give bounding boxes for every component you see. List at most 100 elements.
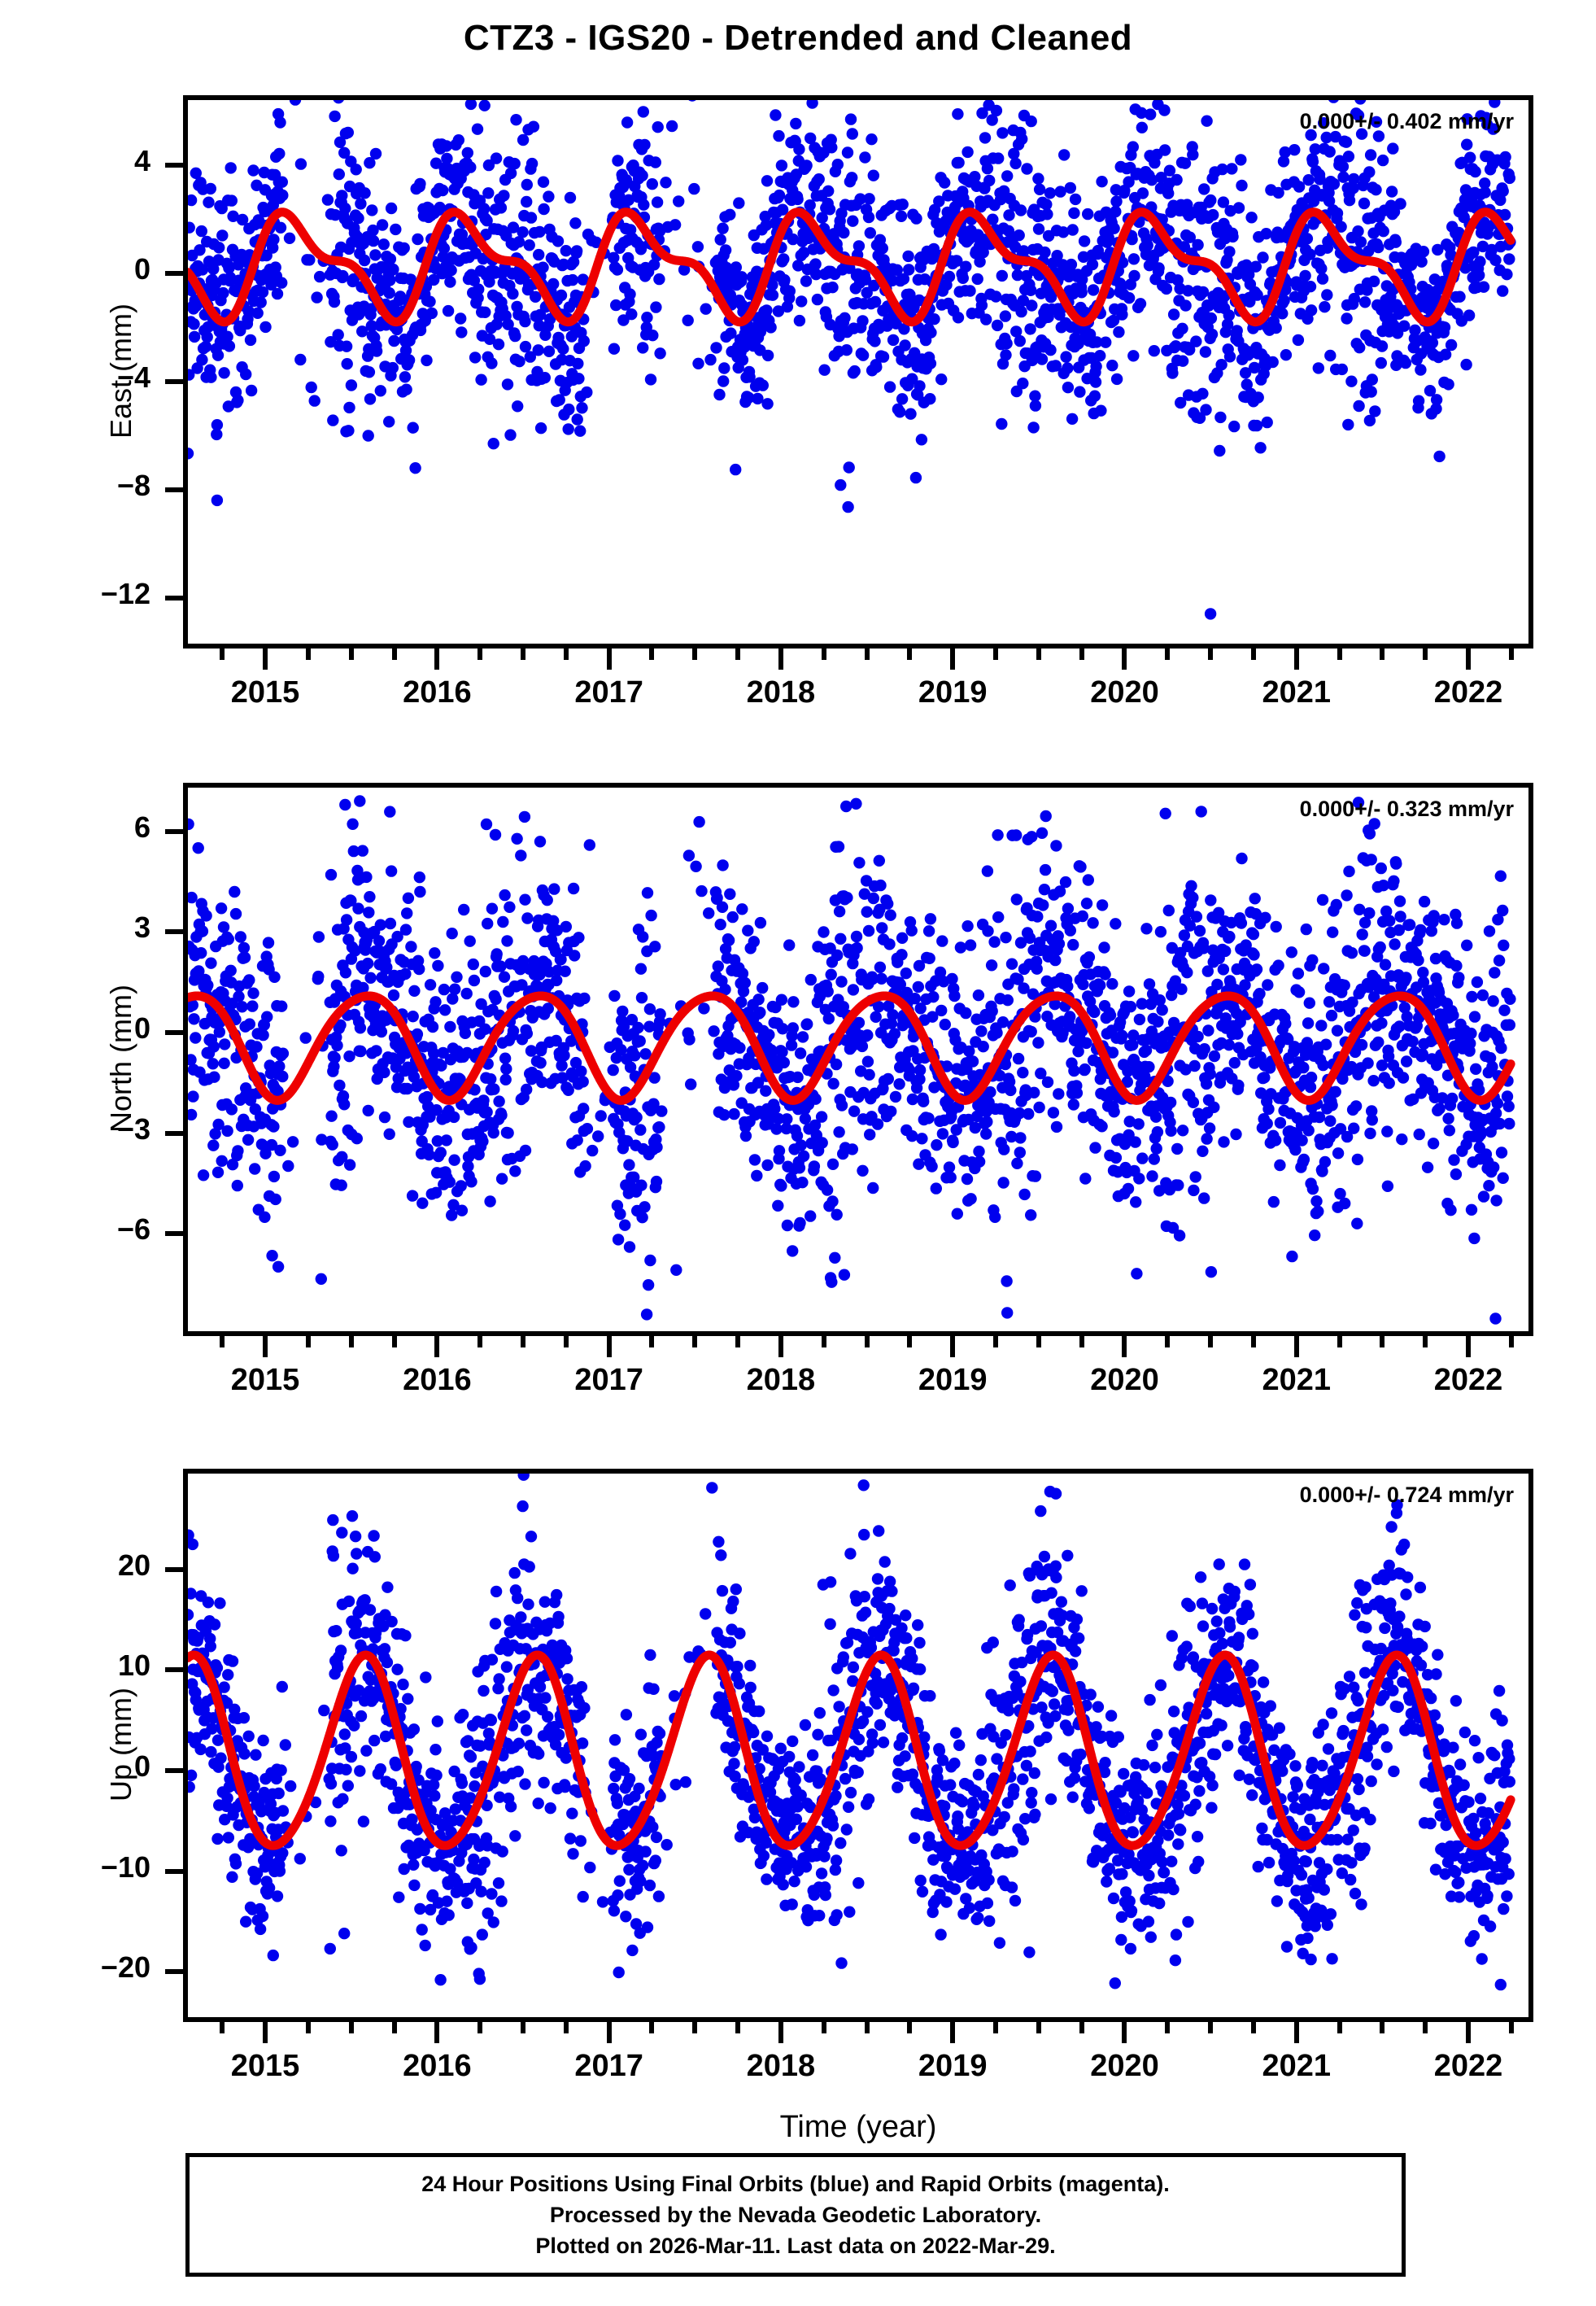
x-tick-label: 2016 <box>403 1363 472 1397</box>
x-tick-major <box>434 2022 440 2043</box>
x-tick-major <box>1293 2022 1299 2043</box>
y-tick-up <box>165 1767 185 1773</box>
x-tick-major <box>950 649 956 670</box>
x-tick-label: 2017 <box>574 2049 643 2083</box>
x-tick-minor <box>1423 649 1428 660</box>
y-tick-east <box>165 595 185 601</box>
x-tick-major <box>950 2022 956 2043</box>
x-tick-minor <box>907 2022 913 2033</box>
x-tick-minor <box>864 2022 870 2033</box>
x-tick-minor <box>1165 1336 1171 1347</box>
x-tick-minor <box>864 649 870 660</box>
x-tick-minor <box>1208 2022 1214 2033</box>
x-tick-label: 2018 <box>746 1363 816 1397</box>
x-tick-minor <box>864 1336 870 1347</box>
x-tick-minor <box>993 2022 999 2033</box>
x-tick-minor <box>649 2022 655 2033</box>
x-tick-major <box>606 1336 612 1357</box>
y-tick-up <box>165 1566 185 1572</box>
x-tick-minor <box>1337 2022 1342 2033</box>
x-tick-major <box>1466 2022 1472 2043</box>
x-tick-minor <box>1165 2022 1171 2033</box>
y-tick-label-up: 20 <box>117 1548 150 1582</box>
x-tick-label: 2018 <box>746 2049 816 2083</box>
x-tick-label: 2020 <box>1090 675 1159 710</box>
x-tick-minor <box>1165 649 1171 660</box>
plot-frame-north <box>183 783 1533 1336</box>
x-tick-label: 2017 <box>574 675 643 710</box>
x-tick-minor <box>1079 1336 1084 1347</box>
y-tick-label-north: −3 <box>116 1112 150 1146</box>
page-title: CTZ3 - IGS20 - Detrended and Cleaned <box>463 18 1133 58</box>
plot-canvas-north <box>188 795 1516 1325</box>
x-tick-major <box>950 1336 956 1357</box>
x-tick-minor <box>521 649 525 660</box>
x-tick-minor <box>1079 2022 1084 2033</box>
y-tick-east <box>165 162 185 168</box>
x-tick-minor <box>477 2022 483 2033</box>
x-tick-minor <box>1380 1336 1385 1347</box>
y-tick-label-up: −20 <box>100 1950 150 1985</box>
x-tick-minor <box>692 1336 698 1347</box>
y-tick-north <box>165 929 185 935</box>
x-tick-major <box>606 649 612 670</box>
x-tick-minor <box>692 649 698 660</box>
x-tick-major <box>1293 1336 1299 1357</box>
plot-frame-east <box>183 95 1533 649</box>
x-tick-label: 2022 <box>1433 2049 1503 2083</box>
x-tick-major <box>1122 2022 1127 2043</box>
x-tick-minor <box>305 2022 311 2033</box>
x-tick-minor <box>993 1336 999 1347</box>
x-tick-minor <box>1380 2022 1385 2033</box>
caption-line-2: Processed by the Nevada Geodetic Laborat… <box>549 2202 1042 2227</box>
x-tick-minor <box>1036 1336 1041 1347</box>
x-tick-label: 2015 <box>230 2049 300 2083</box>
x-tick-major <box>263 1336 268 1357</box>
x-tick-minor <box>391 2022 397 2033</box>
rate-label-north: 0.000+/- 0.323 mm/yr <box>1299 797 1514 821</box>
y-tick-label-east: 0 <box>133 251 150 286</box>
plot-canvas-east <box>188 100 1516 620</box>
x-tick-minor <box>993 649 999 660</box>
y-tick-up <box>165 1969 185 1975</box>
x-tick-major <box>1293 649 1299 670</box>
x-tick-major <box>778 2022 783 2043</box>
x-tick-label: 2018 <box>746 675 816 710</box>
x-tick-minor <box>1508 1336 1514 1347</box>
y-tick-east <box>165 487 185 492</box>
x-tick-label: 2020 <box>1090 2049 1159 2083</box>
x-tick-label: 2015 <box>230 1363 300 1397</box>
y-tick-east <box>165 270 185 276</box>
x-tick-label: 2020 <box>1090 1363 1159 1397</box>
x-tick-minor <box>821 649 826 660</box>
y-tick-label-up: 0 <box>133 1749 150 1783</box>
x-tick-minor <box>220 2022 225 2033</box>
x-tick-minor <box>1250 2022 1256 2033</box>
x-tick-minor <box>305 649 311 660</box>
y-tick-north <box>165 828 185 834</box>
y-tick-label-east: −4 <box>116 360 150 394</box>
y-tick-label-north: 6 <box>133 810 150 844</box>
x-tick-label: 2016 <box>403 2049 472 2083</box>
x-tick-minor <box>821 2022 826 2033</box>
x-tick-minor <box>649 649 655 660</box>
x-tick-minor <box>563 2022 569 2033</box>
x-tick-minor <box>1250 649 1256 660</box>
x-tick-minor <box>649 1336 655 1347</box>
rate-label-east: 0.000+/- 0.402 mm/yr <box>1299 109 1514 133</box>
x-tick-major <box>434 649 440 670</box>
y-tick-label-up: 10 <box>117 1649 150 1683</box>
x-tick-minor <box>1508 2022 1514 2033</box>
y-tick-up <box>165 1667 185 1673</box>
x-tick-minor <box>391 649 397 660</box>
x-tick-minor <box>220 1336 225 1347</box>
plot-canvas-up <box>188 1474 1516 1991</box>
x-tick-minor <box>692 2022 698 2033</box>
x-tick-major <box>1122 1336 1127 1357</box>
x-tick-label: 2019 <box>918 675 988 710</box>
x-tick-minor <box>1337 1336 1342 1347</box>
x-tick-minor <box>348 2022 354 2033</box>
x-tick-label: 2016 <box>403 675 472 710</box>
x-tick-label: 2022 <box>1433 675 1503 710</box>
